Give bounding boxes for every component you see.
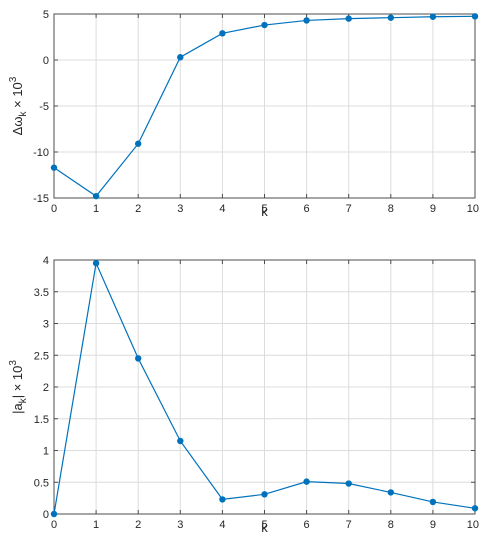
data-point <box>387 14 394 21</box>
data-point <box>219 496 226 503</box>
x-tick-label: 1 <box>93 203 99 215</box>
x-tick-label: 0 <box>51 203 57 215</box>
x-tick-label: 5 <box>261 203 267 215</box>
data-point <box>50 510 58 518</box>
x-tick-label: 2 <box>135 519 141 531</box>
y-tick-label: 4 <box>43 255 49 267</box>
data-point <box>387 489 394 496</box>
y-label-superscript: 3 <box>8 76 19 82</box>
y-axis-label: |ak| × 103 <box>8 360 29 414</box>
x-tick-label: 10 <box>467 519 479 531</box>
x-tick-label: 2 <box>135 203 141 215</box>
x-tick-label: 9 <box>430 519 436 531</box>
x-tick-label: 6 <box>304 203 310 215</box>
x-tick-label: 0 <box>51 519 57 531</box>
y-label-multiplier: | × 10 <box>10 366 25 399</box>
y-tick-label: 5 <box>43 9 49 21</box>
x-tick-label: 4 <box>219 519 225 531</box>
data-point <box>219 30 226 37</box>
x-axis-label: k <box>261 520 268 535</box>
x-axis-label: k <box>261 204 268 219</box>
data-point <box>92 192 100 200</box>
data-point <box>429 13 437 20</box>
data-point <box>135 140 142 147</box>
x-tick-label: 6 <box>304 519 310 531</box>
y-tick-label: 2 <box>43 382 49 394</box>
y-tick-label: 0 <box>43 55 49 67</box>
y-tick-label: 0.5 <box>34 477 49 489</box>
x-tick-label: 8 <box>388 203 394 215</box>
x-tick-label: 3 <box>177 203 183 215</box>
data-point <box>471 13 479 20</box>
y-label-multiplier: × 10 <box>10 82 25 111</box>
data-point <box>261 21 268 29</box>
x-tick-label: 7 <box>346 203 352 215</box>
x-tick-label: 3 <box>177 519 183 531</box>
y-tick-label: 3.5 <box>34 287 49 299</box>
x-tick-label: 4 <box>219 203 225 215</box>
y-tick-label: -10 <box>33 147 49 159</box>
x-tick-label: 7 <box>346 519 352 531</box>
y-tick-label: 1.5 <box>34 414 49 426</box>
data-point <box>261 491 268 498</box>
data-point <box>303 478 310 485</box>
y-axis-label: Δωk × 103 <box>8 76 29 135</box>
x-tick-label: 8 <box>388 519 394 531</box>
data-point <box>92 259 100 267</box>
y-label-subscript: k <box>18 111 29 117</box>
y-label-subscript: k <box>18 397 29 403</box>
y-tick-label: 0 <box>43 509 49 521</box>
data-point <box>177 437 184 445</box>
y-tick-label: -15 <box>33 193 49 205</box>
data-point <box>471 505 479 512</box>
data-point <box>429 498 437 506</box>
y-tick-label: 3 <box>43 319 49 331</box>
x-tick-label: 10 <box>467 203 479 215</box>
y-label-superscript: 3 <box>8 360 19 366</box>
data-point <box>135 355 142 362</box>
data-point <box>50 164 58 171</box>
x-tick-label: 5 <box>261 519 267 531</box>
x-tick-label: 9 <box>430 203 436 215</box>
y-tick-label: 1 <box>43 446 49 458</box>
data-point <box>345 480 352 487</box>
y-tick-label: -5 <box>39 101 49 113</box>
y-label-main: Δω <box>10 117 25 136</box>
data-point <box>303 17 310 24</box>
y-tick-label: 2.5 <box>34 350 49 362</box>
data-point <box>177 54 184 61</box>
x-tick-label: 1 <box>93 519 99 531</box>
y-label-main: |a <box>10 403 25 414</box>
data-point <box>345 15 352 22</box>
